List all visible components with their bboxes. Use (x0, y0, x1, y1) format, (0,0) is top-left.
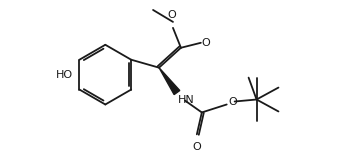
Text: HO: HO (56, 70, 73, 80)
Text: O: O (168, 10, 176, 20)
Text: O: O (192, 142, 201, 152)
Text: O: O (229, 97, 237, 108)
Text: HN: HN (178, 95, 195, 104)
Polygon shape (159, 68, 180, 95)
Text: O: O (202, 38, 210, 48)
